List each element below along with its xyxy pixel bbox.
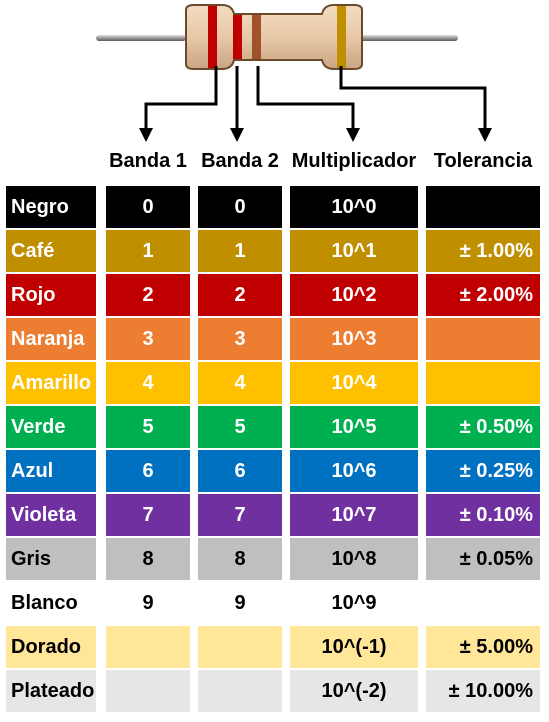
resistor-band-tolerance: [337, 6, 346, 68]
row-multiplier-value: 10^3: [290, 318, 418, 360]
row-multiplier-value: 10^4: [290, 362, 418, 404]
header-band-2: Banda 2: [201, 150, 279, 172]
row-band2-value: 1: [198, 230, 282, 272]
row-color-name: Café: [6, 230, 96, 272]
row-multiplier-value: 10^9: [290, 582, 418, 624]
row-tolerance-value: [426, 582, 540, 624]
resistor-lead-right: [360, 35, 458, 41]
row-band1-value: 0: [106, 186, 190, 228]
row-band1-value: 4: [106, 362, 190, 404]
row-tolerance-value: ± 2.00%: [426, 274, 540, 316]
row-color-name: Naranja: [6, 318, 96, 360]
row-band2-value: 7: [198, 494, 282, 536]
row-color-name: Violeta: [6, 494, 96, 536]
row-multiplier-value: 10^1: [290, 230, 418, 272]
row-tolerance-value: [426, 318, 540, 360]
row-band1-value: 7: [106, 494, 190, 536]
resistor-lead-left: [96, 35, 186, 41]
row-band1-value: 5: [106, 406, 190, 448]
row-band1-value: 2: [106, 274, 190, 316]
row-tolerance-value: [426, 362, 540, 404]
header-band-1: Banda 1: [109, 150, 187, 172]
row-tolerance-value: ± 1.00%: [426, 230, 540, 272]
arrowhead-tolerance: [478, 128, 492, 142]
row-tolerance-value: ± 0.25%: [426, 450, 540, 492]
row-band1-value: 3: [106, 318, 190, 360]
row-multiplier-value: 10^(-1): [290, 626, 418, 668]
arrow-multiplier: [256, 66, 355, 130]
row-tolerance-value: ± 5.00%: [426, 626, 540, 668]
row-multiplier-value: 10^7: [290, 494, 418, 536]
arrow-tolerance: [339, 66, 487, 130]
row-color-name: Dorado: [6, 626, 96, 668]
resistor-band-2: [233, 15, 242, 59]
row-color-name: Blanco: [6, 582, 96, 624]
arrow-band1: [144, 66, 218, 130]
arrows: [144, 66, 487, 130]
row-color-name: Plateado: [6, 670, 96, 712]
row-band1-value: 9: [106, 582, 190, 624]
row-color-name: Azul: [6, 450, 96, 492]
row-tolerance-value: [426, 186, 540, 228]
row-band2-value: 5: [198, 406, 282, 448]
row-tolerance-value: ± 10.00%: [426, 670, 540, 712]
row-color-name: Amarillo: [6, 362, 96, 404]
resistor-illustration: [96, 4, 492, 142]
resistor-band-multiplier: [252, 15, 261, 59]
arrowhead-band2: [230, 128, 244, 142]
row-color-name: Gris: [6, 538, 96, 580]
row-band2-value: [198, 626, 282, 668]
header-tolerance: Tolerancia: [433, 150, 533, 172]
row-tolerance-value: ± 0.05%: [426, 538, 540, 580]
arrowhead-multiplier: [346, 128, 360, 142]
row-band2-value: [198, 670, 282, 712]
row-band1-value: [106, 626, 190, 668]
row-multiplier-value: 10^6: [290, 450, 418, 492]
row-band1-value: 1: [106, 230, 190, 272]
resistor-band-1: [208, 6, 217, 68]
row-tolerance-value: ± 0.50%: [426, 406, 540, 448]
resistor-body: [185, 4, 363, 70]
row-multiplier-value: 10^(-2): [290, 670, 418, 712]
row-band2-value: 3: [198, 318, 282, 360]
row-band1-value: [106, 670, 190, 712]
row-band2-value: 6: [198, 450, 282, 492]
row-multiplier-value: 10^8: [290, 538, 418, 580]
row-color-name: Verde: [6, 406, 96, 448]
row-tolerance-value: ± 0.10%: [426, 494, 540, 536]
row-band2-value: 8: [198, 538, 282, 580]
row-band2-value: 4: [198, 362, 282, 404]
arrowhead-band1: [139, 128, 153, 142]
row-band2-value: 0: [198, 186, 282, 228]
row-band1-value: 8: [106, 538, 190, 580]
header-multiplier: Multiplicador: [291, 150, 417, 172]
row-band2-value: 9: [198, 582, 282, 624]
row-multiplier-value: 10^5: [290, 406, 418, 448]
row-band1-value: 6: [106, 450, 190, 492]
row-color-name: Rojo: [6, 274, 96, 316]
row-multiplier-value: 10^0: [290, 186, 418, 228]
row-band2-value: 2: [198, 274, 282, 316]
row-color-name: Negro: [6, 186, 96, 228]
row-multiplier-value: 10^2: [290, 274, 418, 316]
